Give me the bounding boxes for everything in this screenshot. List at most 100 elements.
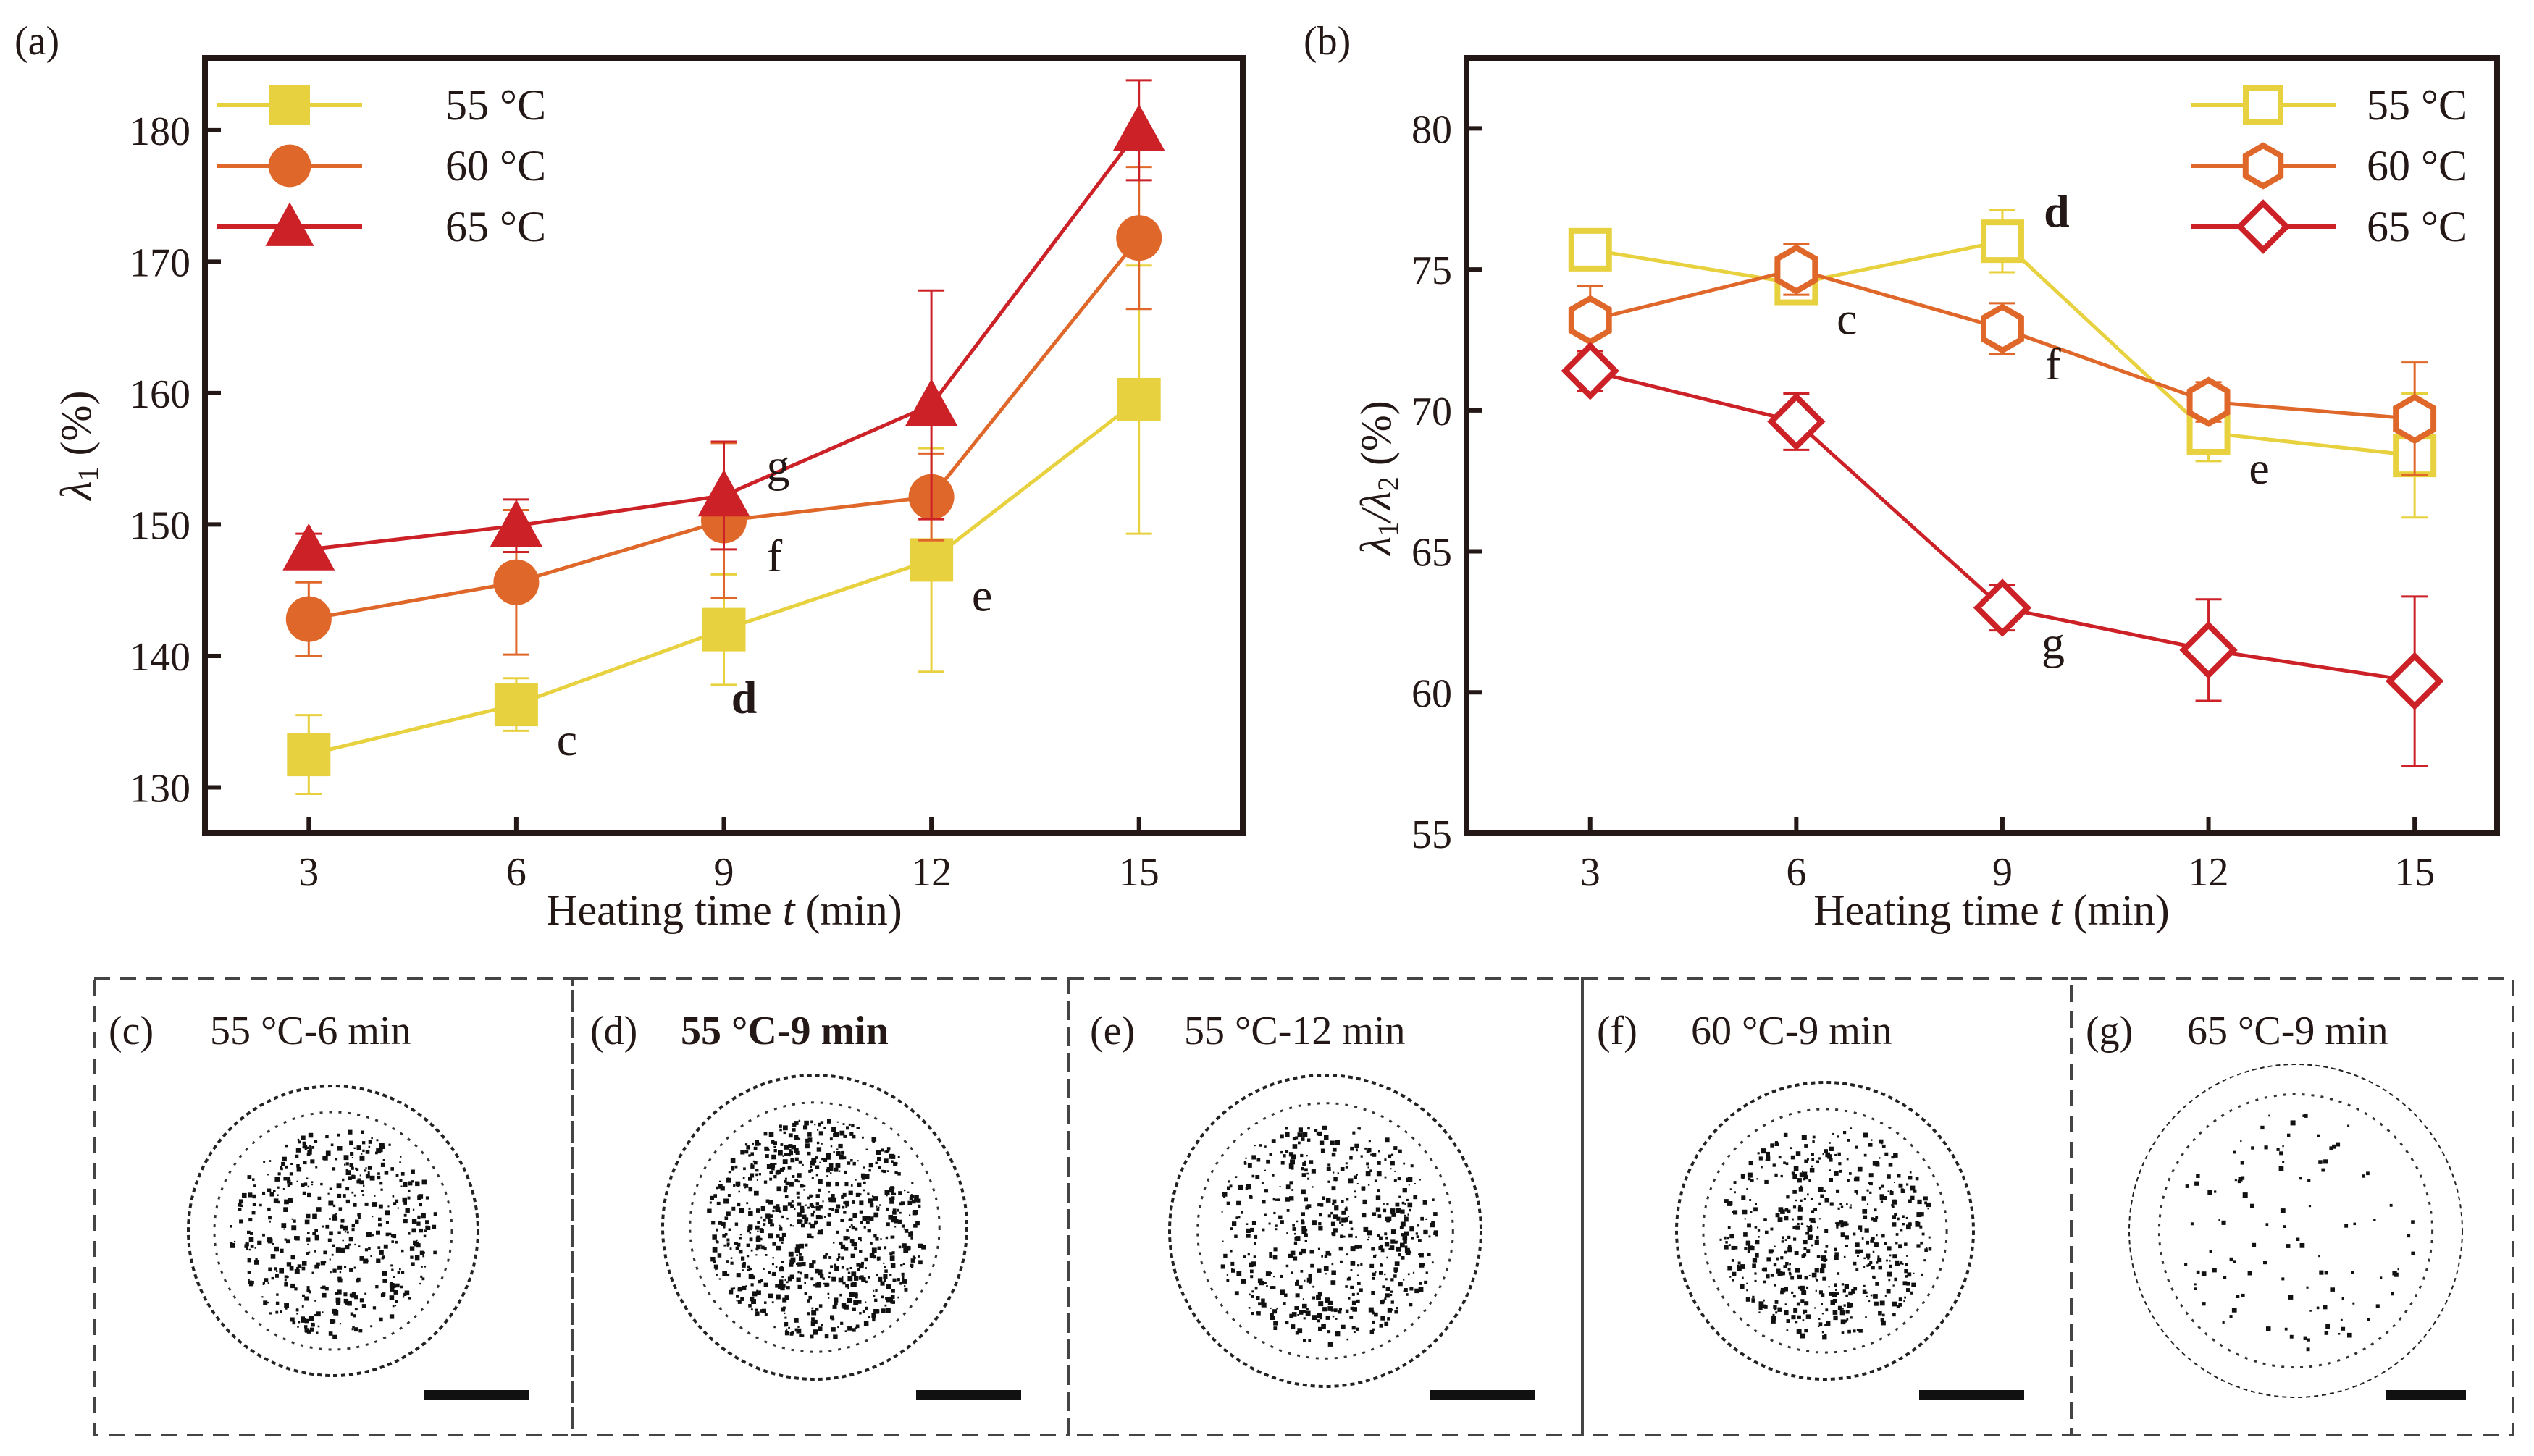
disc-speckle: [284, 1238, 287, 1241]
disc-speckle: [1815, 1278, 1817, 1280]
disc-speckle: [809, 1132, 812, 1134]
disc-speckle: [851, 1282, 857, 1287]
disc-speckle: [718, 1278, 721, 1280]
x-tick-label: 9: [714, 850, 734, 895]
disc-speckle: [1327, 1214, 1331, 1218]
disc-speckle: [2241, 1293, 2245, 1297]
disc-speckle: [1863, 1257, 1866, 1260]
disc-speckle: [787, 1202, 792, 1206]
disc-speckle: [1402, 1188, 1407, 1193]
panel-e-label: (e): [1090, 1009, 1135, 1053]
disc-speckle: [877, 1259, 879, 1261]
disc-speckle: [1913, 1189, 1917, 1193]
disc-speckle: [1255, 1175, 1260, 1179]
disc-speckle: [760, 1244, 763, 1246]
disc-speckle: [1849, 1206, 1852, 1209]
disc-speckle: [1338, 1246, 1343, 1251]
disc-speckle: [1887, 1246, 1892, 1251]
disc-speckle: [262, 1191, 266, 1195]
disc-speckle: [865, 1267, 867, 1269]
disc-speckle: [742, 1285, 747, 1290]
disc-speckle: [1921, 1232, 1925, 1236]
data-point: [2186, 376, 2231, 427]
disc-speckle: [275, 1310, 279, 1314]
panel-b-x-axis-label: Heating time t (min): [1813, 886, 2170, 934]
disc-speckle: [1874, 1242, 1879, 1247]
disc-speckle: [810, 1120, 813, 1124]
disc-speckle: [1387, 1317, 1390, 1321]
disc-speckle: [1740, 1174, 1745, 1179]
disc-speckle: [889, 1255, 895, 1261]
disc-speckle: [734, 1222, 739, 1226]
disc-speckle: [335, 1213, 337, 1215]
disc-speckle: [771, 1223, 774, 1227]
disc-speckle: [1856, 1329, 1860, 1331]
disc-speckle: [791, 1145, 796, 1150]
disc-speckle: [831, 1327, 836, 1332]
disc-speckle: [1777, 1217, 1783, 1222]
disc-speckle: [2236, 1295, 2240, 1298]
disc-speckle: [794, 1121, 799, 1125]
disc-speckle: [353, 1203, 357, 1207]
disc-speckle: [1800, 1222, 1804, 1225]
disc-speckle: [818, 1131, 823, 1136]
disc-speckle: [861, 1176, 865, 1180]
scale-bar-c: [424, 1390, 529, 1400]
disc-speckle: [354, 1295, 358, 1300]
disc-speckle: [294, 1236, 298, 1240]
disc-speckle: [1333, 1228, 1338, 1233]
disc-speckle: [336, 1300, 341, 1305]
disc-speckle: [851, 1226, 855, 1230]
disc-speckle: [884, 1304, 887, 1307]
disc-speckle: [1908, 1176, 1913, 1180]
disc-speckle: [834, 1167, 839, 1172]
disc-speckle: [1325, 1250, 1330, 1256]
disc-speckle: [1894, 1277, 1897, 1282]
disc-speckle: [2392, 1271, 2397, 1276]
disc-speckle: [277, 1186, 280, 1189]
disc-speckle: [1367, 1230, 1372, 1236]
data-point: [282, 523, 335, 571]
disc-speckle: [1784, 1216, 1789, 1221]
disc-speckle: [1414, 1183, 1416, 1184]
disc-speckle: [1786, 1195, 1790, 1199]
disc-speckle: [1777, 1307, 1782, 1312]
disc-speckle: [1882, 1313, 1885, 1317]
disc-speckle: [1331, 1270, 1336, 1275]
disc-speckle: [797, 1202, 802, 1206]
disc-speckle: [1241, 1279, 1246, 1284]
disc-speckle: [361, 1190, 364, 1192]
disc-speckle: [2281, 1277, 2285, 1281]
disc-speckle: [317, 1196, 322, 1200]
disc-speckle: [750, 1283, 754, 1287]
disc-speckle: [1226, 1279, 1230, 1282]
disc-speckle: [898, 1245, 902, 1249]
disc-speckle: [329, 1231, 333, 1236]
disc-speckle: [1411, 1237, 1414, 1240]
disc-speckle: [426, 1226, 431, 1230]
disc-speckle: [818, 1271, 821, 1276]
disc-speckle: [1283, 1302, 1286, 1305]
disc-speckle: [716, 1201, 721, 1205]
disc-speckle: [838, 1143, 843, 1149]
disc-speckle: [797, 1271, 800, 1274]
disc-speckle: [848, 1190, 853, 1195]
disc-speckle: [1356, 1149, 1358, 1152]
disc-speckle: [306, 1237, 311, 1242]
disc-speckle: [834, 1263, 836, 1266]
disc-speckle: [284, 1275, 288, 1279]
disc-speckle: [343, 1292, 348, 1297]
disc-speckle: [1321, 1255, 1323, 1258]
disc-speckle: [2347, 1332, 2352, 1338]
disc-speckle: [784, 1312, 786, 1314]
panel-b-plot-frame: [1464, 55, 2500, 836]
disc-speckle: [772, 1257, 774, 1259]
disc-speckle: [351, 1191, 354, 1194]
disc-speckle: [889, 1252, 893, 1255]
disc-speckle: [1379, 1324, 1383, 1328]
x-tick-label: 12: [2189, 850, 2229, 895]
disc-speckle: [1801, 1290, 1807, 1295]
disc-speckle: [302, 1261, 307, 1266]
disc-speckle: [747, 1226, 752, 1231]
disc-speckle: [268, 1267, 272, 1272]
